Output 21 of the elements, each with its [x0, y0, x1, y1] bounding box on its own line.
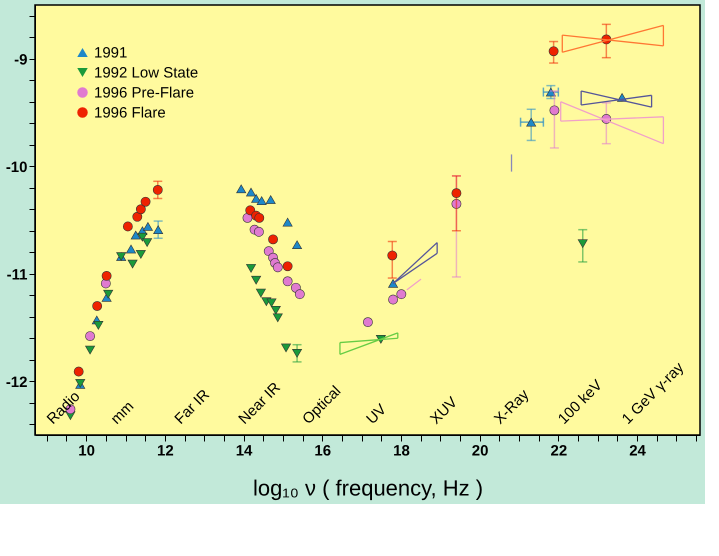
annotation: mm [108, 398, 138, 428]
legend-label: 1996 Flare [94, 104, 166, 122]
y-tick-label: -12 [6, 374, 28, 391]
annotation: 100 keV [554, 376, 606, 428]
annotation: Far IR [171, 386, 214, 428]
x-tick-label: 20 [472, 442, 488, 460]
legend-label: 1991 [94, 44, 128, 62]
y-tick-label: -9 [14, 51, 28, 68]
x-tick-label: 14 [236, 442, 254, 460]
x-axis-title: log₁₀ ν ( frequency, Hz ) [252, 476, 484, 500]
x-tick-label: 22 [550, 442, 568, 460]
y-tick-label: -10 [6, 158, 28, 176]
legend-label: 1996 Pre-Flare [94, 84, 194, 102]
y-tick-label: -11 [6, 266, 28, 284]
legend-label: 1992 Low State [94, 64, 198, 82]
annotation: UV [363, 400, 390, 428]
x-tick-label: 12 [157, 442, 174, 460]
x-tick-label: 16 [314, 442, 332, 460]
x-tick-label: 10 [78, 442, 95, 460]
x-tick-label: 18 [393, 442, 410, 460]
x-tick-label: 24 [629, 442, 647, 460]
